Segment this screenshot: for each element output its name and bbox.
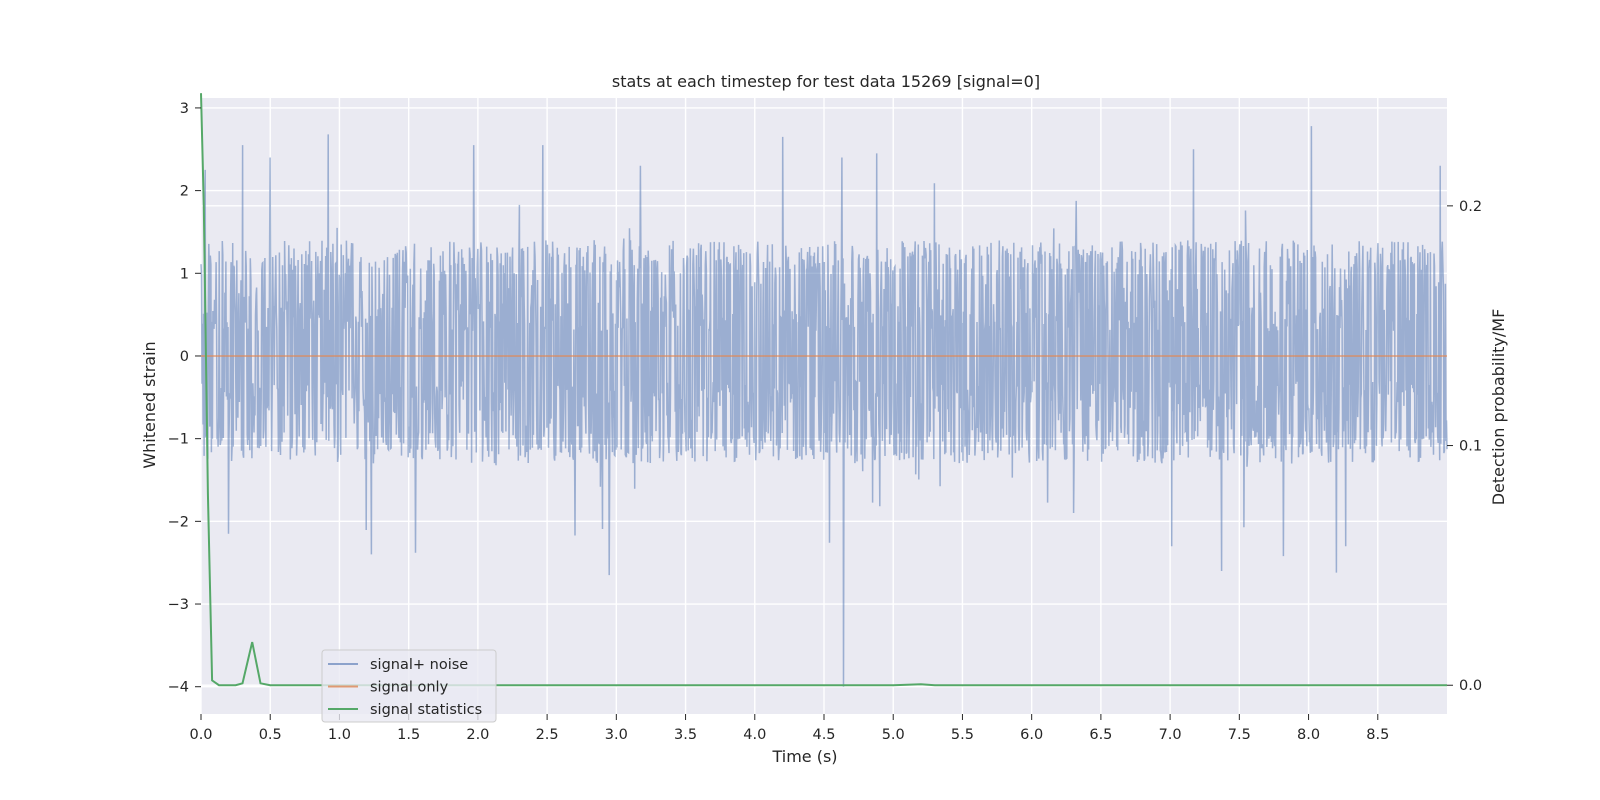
y2-axis-label: Detection probability/MF: [1489, 309, 1508, 506]
noise-series-line: [200, 126, 1448, 687]
x-tick-label: 3.0: [605, 727, 628, 743]
y2-tick-label: 0.1: [1459, 439, 1482, 455]
y-tick-label: 0: [180, 349, 189, 365]
x-tick-label: 0.5: [259, 727, 282, 743]
legend: signal+ noise signal only signal statistic…: [321, 649, 497, 723]
x-tick-label: 8.0: [1297, 727, 1320, 743]
legend-label: signal only: [370, 680, 449, 696]
x-tick-label: 6.5: [1089, 727, 1112, 743]
x-tick-label: 1.0: [328, 727, 351, 743]
x-tick-label: 4.5: [812, 727, 835, 743]
y-tick-label: −1: [168, 432, 189, 448]
legend-label: signal+ noise: [370, 657, 468, 673]
y2-tick-label: 0.0: [1459, 678, 1482, 694]
x-tick-label: 0.0: [189, 727, 212, 743]
y-tick-label: −2: [168, 514, 189, 530]
y-tick-label: 1: [180, 266, 189, 282]
x-tick-label: 1.5: [397, 727, 420, 743]
y-axis-label: Whitened strain: [140, 341, 159, 468]
x-tick-label: 8.5: [1366, 727, 1389, 743]
y-tick-label: 3: [180, 101, 189, 117]
legend-box: [321, 649, 497, 723]
y-tick-label: −4: [168, 680, 189, 696]
chart-title: stats at each timestep for test data 152…: [612, 72, 1040, 91]
x-tick-label: 2.5: [536, 727, 559, 743]
x-tick-label: 7.0: [1159, 727, 1182, 743]
x-tick-label: 4.0: [743, 727, 766, 743]
x-tick-label: 6.0: [1020, 727, 1043, 743]
statistics-line: [200, 93, 1447, 687]
y-tick-label: −3: [168, 597, 189, 613]
x-axis-label: Time (s): [771, 747, 837, 766]
y-tick-label: 2: [180, 184, 189, 200]
x-tick-label: 5.0: [882, 727, 905, 743]
y2-tick-label: 0.2: [1459, 199, 1482, 215]
x-tick-label: 3.5: [674, 727, 697, 743]
x-tick-label: 7.5: [1228, 727, 1251, 743]
x-tick-label: 5.5: [951, 727, 974, 743]
x-tick-label: 2.0: [466, 727, 489, 743]
legend-label: signal statistics: [370, 702, 482, 718]
